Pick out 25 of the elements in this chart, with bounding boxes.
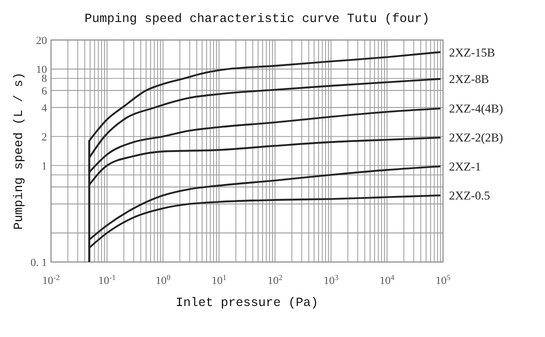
series-label: 2XZ-8B: [449, 72, 489, 86]
x-tick-label: 10$^{5}$: [436, 272, 451, 287]
series-label: 2XZ-15B: [449, 45, 495, 60]
x-tick-label: 10$^{1}$: [212, 272, 227, 287]
y-tick-label: 4: [42, 102, 48, 114]
x-tick-label: 10$^{2}$: [268, 272, 283, 287]
x-tick-label: 10$^{4}$: [380, 272, 395, 287]
y-tick-label: 10: [36, 64, 48, 76]
y-axis-title: Pumping speed (L / s): [12, 72, 26, 230]
series-label: 2XZ-1: [449, 160, 481, 174]
x-tick-label: 10$^{0}$: [156, 272, 171, 287]
y-tick-label: 1: [42, 160, 47, 172]
y-tick-label: 0. 1: [30, 256, 47, 269]
x-tick-label: 10$^{3}$: [324, 272, 339, 287]
x-tick-label: 10$^{-1}$: [98, 272, 116, 287]
series-label: 2XZ-0.5: [449, 188, 490, 203]
series-label: 2XZ-4(4B): [449, 102, 503, 116]
x-tick-label: 10$^{-2}$: [42, 272, 60, 287]
y-tick-label: 20: [36, 34, 48, 47]
series-label: 2XZ-2(2B): [449, 130, 503, 145]
y-tick-label: 8: [42, 73, 48, 86]
y-tick-label: 6: [42, 85, 48, 98]
x-axis-title: Inlet pressure (Pa): [176, 296, 318, 310]
chart-title: Pumping speed characteristic curve Tutu (four): [84, 12, 430, 26]
y-tick-label: 2: [42, 131, 47, 144]
